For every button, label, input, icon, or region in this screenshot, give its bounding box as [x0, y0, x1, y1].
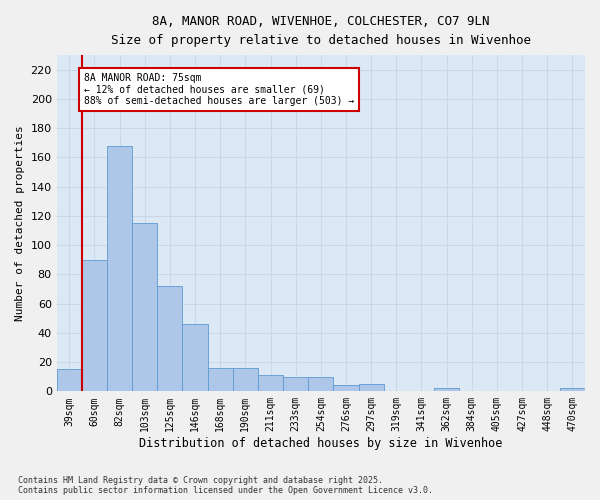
Bar	[82, 260, 107, 392]
Bar	[56, 370, 82, 392]
Bar	[283, 376, 308, 392]
Bar	[434, 388, 459, 392]
Bar	[308, 376, 334, 392]
Bar	[107, 146, 132, 392]
Bar	[560, 388, 585, 392]
Y-axis label: Number of detached properties: Number of detached properties	[15, 126, 25, 321]
Bar	[182, 324, 208, 392]
Bar	[334, 386, 359, 392]
Bar	[359, 384, 384, 392]
Bar	[157, 286, 182, 392]
Bar	[208, 368, 233, 392]
Title: 8A, MANOR ROAD, WIVENHOE, COLCHESTER, CO7 9LN
Size of property relative to detac: 8A, MANOR ROAD, WIVENHOE, COLCHESTER, CO…	[111, 15, 531, 47]
Text: Contains HM Land Registry data © Crown copyright and database right 2025.
Contai: Contains HM Land Registry data © Crown c…	[18, 476, 433, 495]
Bar	[132, 223, 157, 392]
Text: 8A MANOR ROAD: 75sqm
← 12% of detached houses are smaller (69)
88% of semi-detac: 8A MANOR ROAD: 75sqm ← 12% of detached h…	[84, 72, 354, 106]
Bar	[233, 368, 258, 392]
X-axis label: Distribution of detached houses by size in Wivenhoe: Distribution of detached houses by size …	[139, 437, 503, 450]
Bar	[258, 376, 283, 392]
